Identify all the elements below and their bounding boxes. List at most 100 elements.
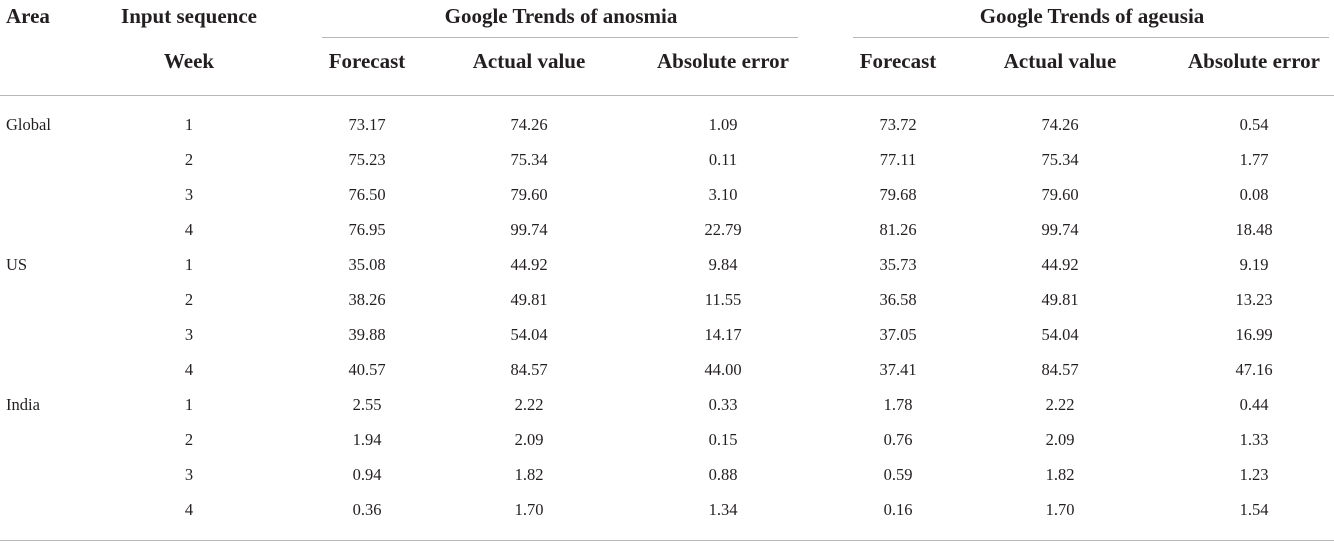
cell-ageusia-absolute-error: 1.23: [1239, 465, 1269, 484]
header-anosmia-actual-value: Actual value: [472, 49, 586, 73]
cell-anosmia-actual-value: 1.82: [514, 465, 544, 484]
header-anosmia-group: Google Trends of anosmia: [444, 4, 678, 28]
header-area: Area: [6, 4, 50, 28]
cell-ageusia-actual-value: 1.82: [1045, 465, 1075, 484]
cell-anosmia-forecast: 76.50: [348, 185, 386, 204]
cell-anosmia-actual-value: 2.22: [514, 395, 544, 414]
cell-ageusia-actual-value: 79.60: [1041, 185, 1079, 204]
cell-week: 1: [184, 115, 194, 134]
header-anosmia-forecast: Forecast: [328, 49, 406, 73]
cell-ageusia-actual-value: 1.70: [1045, 500, 1075, 519]
table-bottom-rule: [0, 540, 1334, 541]
cell-anosmia-forecast: 0.94: [352, 465, 382, 484]
cell-anosmia-absolute-error: 14.17: [704, 325, 742, 344]
cell-ageusia-actual-value: 74.26: [1041, 115, 1079, 134]
cell-anosmia-absolute-error: 1.09: [708, 115, 738, 134]
cell-anosmia-actual-value: 44.92: [510, 255, 548, 274]
cell-ageusia-forecast: 81.26: [879, 220, 917, 239]
cell-anosmia-forecast: 0.36: [352, 500, 382, 519]
cell-ageusia-forecast: 73.72: [879, 115, 917, 134]
cell-ageusia-absolute-error: 13.23: [1235, 290, 1273, 309]
cell-ageusia-absolute-error: 0.44: [1239, 395, 1269, 414]
cell-anosmia-actual-value: 84.57: [510, 360, 548, 379]
cell-anosmia-forecast: 75.23: [348, 150, 386, 169]
cell-anosmia-absolute-error: 44.00: [704, 360, 742, 379]
cell-anosmia-absolute-error: 11.55: [704, 290, 742, 309]
cell-anosmia-absolute-error: 0.11: [708, 150, 738, 169]
cell-ageusia-forecast: 0.76: [883, 430, 913, 449]
group-rule-anosmia: [322, 37, 798, 38]
cell-week: 1: [184, 255, 194, 274]
cell-ageusia-actual-value: 2.09: [1045, 430, 1075, 449]
cell-anosmia-actual-value: 54.04: [510, 325, 548, 344]
cell-anosmia-absolute-error: 22.79: [704, 220, 742, 239]
cell-week: 2: [184, 150, 194, 169]
cell-ageusia-absolute-error: 0.08: [1239, 185, 1269, 204]
header-bottom-rule: [0, 95, 1334, 96]
header-anosmia-absolute-error: Absolute error: [657, 49, 789, 73]
cell-anosmia-forecast: 2.55: [352, 395, 382, 414]
cell-anosmia-forecast: 40.57: [348, 360, 386, 379]
header-ageusia-forecast: Forecast: [859, 49, 937, 73]
cell-ageusia-forecast: 37.41: [879, 360, 917, 379]
cell-ageusia-absolute-error: 1.77: [1239, 150, 1269, 169]
header-ageusia-absolute-error: Absolute error: [1188, 49, 1320, 73]
cell-area: US: [6, 255, 28, 274]
cell-anosmia-absolute-error: 0.15: [708, 430, 738, 449]
cell-anosmia-actual-value: 79.60: [510, 185, 548, 204]
cell-ageusia-forecast: 37.05: [879, 325, 917, 344]
cell-ageusia-forecast: 0.16: [883, 500, 913, 519]
cell-ageusia-absolute-error: 1.54: [1239, 500, 1269, 519]
cell-anosmia-forecast: 73.17: [348, 115, 386, 134]
cell-week: 4: [184, 360, 194, 379]
cell-anosmia-forecast: 35.08: [348, 255, 386, 274]
cell-anosmia-absolute-error: 9.84: [708, 255, 738, 274]
cell-week: 3: [184, 325, 194, 344]
cell-anosmia-absolute-error: 3.10: [708, 185, 738, 204]
header-ageusia-group: Google Trends of ageusia: [979, 4, 1205, 28]
cell-ageusia-forecast: 79.68: [879, 185, 917, 204]
cell-week: 4: [184, 500, 194, 519]
cell-ageusia-actual-value: 84.57: [1041, 360, 1079, 379]
cell-anosmia-actual-value: 1.70: [514, 500, 544, 519]
cell-week: 2: [184, 430, 194, 449]
cell-ageusia-absolute-error: 18.48: [1235, 220, 1273, 239]
cell-week: 3: [184, 465, 194, 484]
cell-anosmia-actual-value: 75.34: [510, 150, 548, 169]
cell-ageusia-forecast: 35.73: [879, 255, 917, 274]
cell-week: 2: [184, 290, 194, 309]
cell-anosmia-absolute-error: 0.88: [708, 465, 738, 484]
header-ageusia-actual-value: Actual value: [1003, 49, 1117, 73]
cell-ageusia-actual-value: 2.22: [1045, 395, 1075, 414]
cell-anosmia-actual-value: 99.74: [510, 220, 548, 239]
cell-anosmia-actual-value: 49.81: [510, 290, 548, 309]
cell-ageusia-actual-value: 44.92: [1041, 255, 1079, 274]
cell-ageusia-absolute-error: 47.16: [1235, 360, 1273, 379]
cell-week: 3: [184, 185, 194, 204]
cell-anosmia-actual-value: 2.09: [514, 430, 544, 449]
header-week: Week: [163, 49, 215, 73]
cell-ageusia-forecast: 77.11: [879, 150, 917, 169]
cell-ageusia-actual-value: 75.34: [1041, 150, 1079, 169]
cell-anosmia-forecast: 38.26: [348, 290, 386, 309]
cell-anosmia-forecast: 76.95: [348, 220, 386, 239]
cell-ageusia-absolute-error: 9.19: [1239, 255, 1269, 274]
cell-anosmia-absolute-error: 0.33: [708, 395, 738, 414]
cell-ageusia-absolute-error: 16.99: [1235, 325, 1273, 344]
header-input-sequence: Input sequence: [121, 4, 257, 28]
cell-week: 4: [184, 220, 194, 239]
group-rule-ageusia: [853, 37, 1329, 38]
cell-ageusia-absolute-error: 1.33: [1239, 430, 1269, 449]
cell-area: India: [6, 395, 40, 414]
cell-ageusia-forecast: 1.78: [883, 395, 913, 414]
cell-ageusia-actual-value: 54.04: [1041, 325, 1079, 344]
cell-ageusia-forecast: 0.59: [883, 465, 913, 484]
cell-anosmia-forecast: 1.94: [352, 430, 382, 449]
cell-ageusia-absolute-error: 0.54: [1239, 115, 1269, 134]
cell-area: Global: [6, 115, 51, 134]
cell-ageusia-actual-value: 99.74: [1041, 220, 1079, 239]
cell-anosmia-absolute-error: 1.34: [708, 500, 738, 519]
cell-week: 1: [184, 395, 194, 414]
cell-ageusia-forecast: 36.58: [879, 290, 917, 309]
cell-anosmia-forecast: 39.88: [348, 325, 386, 344]
